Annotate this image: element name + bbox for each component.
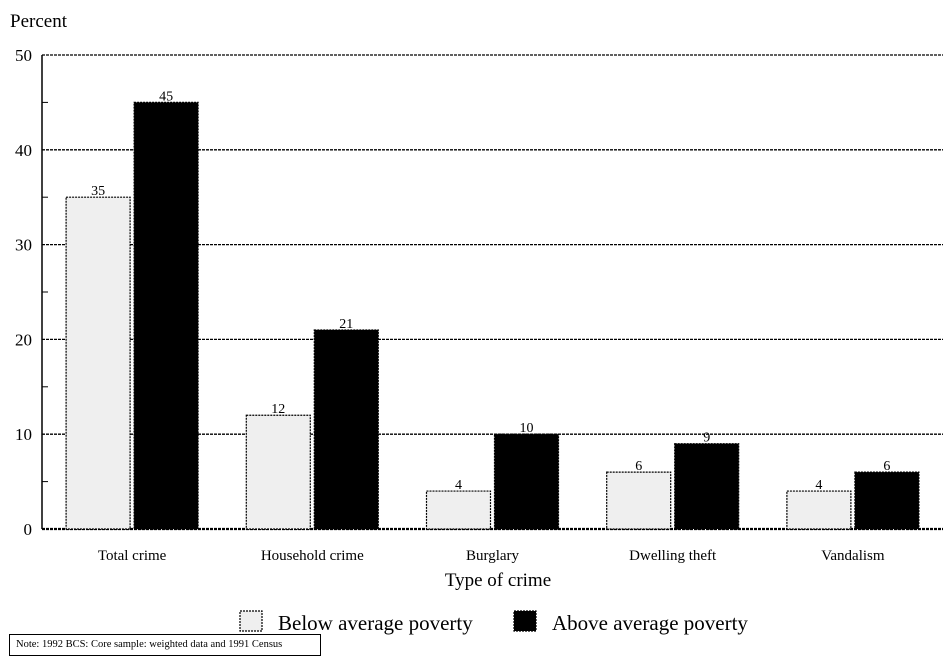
legend-label: Above average poverty	[552, 611, 748, 635]
data-label: 6	[635, 459, 642, 474]
y-tick-label: 10	[15, 425, 32, 444]
bar	[65, 196, 131, 530]
y-tick-label: 50	[15, 46, 32, 65]
data-label: 4	[815, 478, 822, 493]
y-tick-labels: 0 10 20 30 40 50	[15, 46, 32, 539]
data-labels: 35 45 12 21 4 10 6 9 4 6	[91, 89, 890, 493]
x-axis-title: Type of crime	[445, 570, 551, 591]
legend-swatch	[239, 610, 263, 632]
data-label: 10	[520, 421, 534, 436]
y-tick-label: 20	[15, 330, 32, 349]
legend: Below average poverty Above average pover…	[239, 610, 748, 635]
category-label: Dwelling theft	[629, 548, 717, 564]
category-label: Total crime	[98, 548, 167, 564]
bar	[606, 471, 672, 530]
data-label: 35	[91, 184, 105, 199]
bar	[854, 471, 920, 530]
y-tick-label: 0	[24, 520, 33, 539]
legend-label: Below average poverty	[278, 611, 473, 635]
data-label: 9	[703, 431, 710, 446]
category-label: Burglary	[466, 548, 520, 564]
data-label: 6	[883, 459, 890, 474]
data-label: 4	[455, 478, 462, 493]
y-tick-label: 30	[15, 236, 32, 255]
legend-swatch	[513, 610, 537, 632]
data-label: 21	[339, 317, 353, 332]
bars	[65, 101, 920, 530]
bar	[786, 490, 852, 530]
category-label: Household crime	[261, 548, 364, 564]
data-label: 45	[159, 89, 173, 104]
bar	[133, 101, 199, 530]
bar	[674, 443, 740, 530]
category-label: Vandalism	[821, 548, 885, 564]
bar	[245, 414, 311, 530]
bar	[313, 329, 379, 530]
note-box: Note: 1992 BCS: Core sample: weighted da…	[9, 634, 321, 656]
y-axis-title: Percent	[10, 11, 68, 32]
bar	[425, 490, 492, 530]
category-labels: Total crime Household crime Burglary Dwelli…	[98, 548, 885, 564]
bar	[493, 433, 560, 530]
y-tick-label: 40	[15, 141, 32, 160]
data-label: 12	[271, 402, 285, 417]
